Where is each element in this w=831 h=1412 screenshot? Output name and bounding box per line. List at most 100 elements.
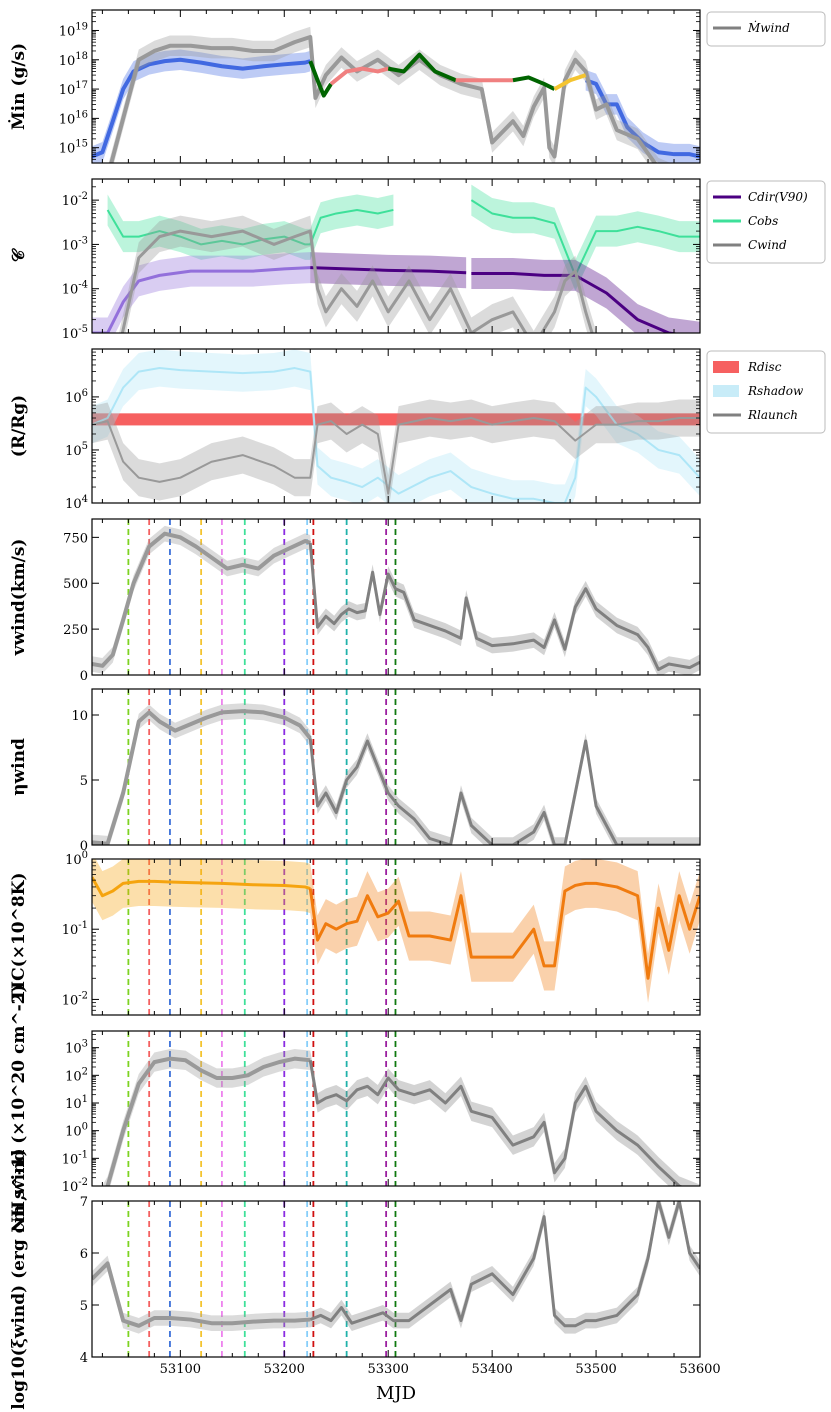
legend-label: Rlaunch bbox=[747, 408, 798, 422]
ylabel-vwind: vwind(km/s) bbox=[9, 539, 29, 657]
ytick-label: 0 bbox=[80, 839, 88, 854]
band-xi-xi-1 bbox=[310, 1201, 700, 1334]
ylabel-C: 𝒞 bbox=[9, 247, 29, 262]
series-C-Cdir-2 bbox=[92, 266, 311, 333]
ytick-label: 1016 bbox=[59, 109, 88, 127]
legend-swatch bbox=[713, 361, 739, 373]
legend-label: Ṁwind bbox=[747, 20, 790, 35]
legend-C: Cdir(V90) Cobs Cwind bbox=[706, 180, 826, 264]
ylabel-xi: log10(ξwind) (erg cm s^-1) bbox=[9, 1148, 29, 1409]
band-R-Rlaunch-1 bbox=[92, 399, 700, 503]
band-xi-xi-0 bbox=[92, 1255, 311, 1334]
ytick-label: 5 bbox=[80, 774, 88, 789]
axes-frame-xi bbox=[91, 1200, 701, 1358]
series-Mdot-Ṁin-0 bbox=[92, 57, 311, 159]
series-xi-xi-1 bbox=[309, 1201, 700, 1328]
xtick-label: 53500 bbox=[575, 1362, 616, 1377]
series-vwind-vwind-1 bbox=[308, 542, 700, 671]
panel-NH: 10-2 10-1 100 101 102 103 NH,wind (×10^20 cm^-… bbox=[9, 984, 701, 1233]
legend-box bbox=[706, 11, 826, 47]
ylabel-NH: NH,wind (×10^20 cm^-2) bbox=[9, 984, 29, 1232]
series-xi-xi-0 bbox=[92, 1261, 311, 1328]
ytick-label: 6 bbox=[80, 1247, 88, 1262]
panel-R: 104 105 106 (R/Rg) Rdisc Rshadow Rlaunch bbox=[9, 348, 826, 512]
series-R-Rshadow-0 bbox=[92, 367, 700, 503]
band-Mdot-Ṁwind-2 bbox=[108, 26, 671, 163]
legend-label: Rshadow bbox=[747, 384, 804, 398]
ylabel-eta: ηwind bbox=[9, 738, 29, 796]
ytick-label: 10-5 bbox=[62, 324, 88, 342]
band-vwind-vwind-1 bbox=[310, 535, 700, 675]
axes-frame-C bbox=[91, 178, 701, 334]
segment-2 bbox=[387, 52, 457, 83]
series-TIC-TIC-1 bbox=[308, 881, 700, 980]
band-NH-NH-0 bbox=[102, 1048, 311, 1186]
xtick-label: 53300 bbox=[368, 1362, 409, 1377]
legend-label: Rdisc bbox=[747, 360, 782, 374]
legend-label: Cobs bbox=[748, 214, 778, 228]
axes-frame-vwind bbox=[91, 518, 701, 676]
segment-0 bbox=[308, 60, 333, 98]
panel-TIC: 10-2 10-1 100 TIC(×10^8K) bbox=[9, 850, 701, 1016]
legend-R: Rdisc Rshadow Rlaunch bbox=[706, 350, 826, 434]
segment-4 bbox=[512, 75, 556, 91]
band-eta-eta-1 bbox=[310, 730, 700, 845]
xtick-label: 53600 bbox=[679, 1362, 720, 1377]
axes-frame-NH bbox=[91, 1030, 701, 1187]
plot-area-C bbox=[92, 184, 700, 333]
series-eta-eta-1 bbox=[308, 738, 700, 845]
axes-frame-Mdot bbox=[91, 9, 701, 164]
band-NH-NH-1 bbox=[310, 1050, 700, 1186]
ytick-label: 100 bbox=[65, 1122, 88, 1140]
ytick-label: 1019 bbox=[59, 21, 88, 39]
legend-swatch bbox=[713, 385, 739, 397]
series-vwind-vwind-0 bbox=[92, 531, 311, 668]
series-TIC-TIC-0 bbox=[92, 876, 311, 898]
plot-area-vwind bbox=[92, 519, 700, 675]
ytick-label: 102 bbox=[65, 1066, 88, 1084]
band-C-Cwind-5 bbox=[119, 215, 597, 333]
series-C-Cobs-1 bbox=[470, 199, 700, 277]
panel-C: 10-5 10-4 10-3 10-2 𝒞 Cdir(V90) Cobs Cwind bbox=[9, 178, 826, 342]
ytick-label: 106 bbox=[65, 388, 88, 406]
ytick-label: 750 bbox=[63, 531, 88, 546]
plot-area-TIC bbox=[92, 859, 700, 1015]
axes-frame-TIC bbox=[91, 858, 701, 1016]
ytick-label: 250 bbox=[63, 623, 88, 638]
series-eta-eta-0 bbox=[92, 709, 312, 845]
ytick-label: 10-1 bbox=[62, 1149, 88, 1167]
series-Mdot-Ṁin-1 bbox=[585, 78, 700, 159]
panel-xi: 4 5 6 7 log10(ξwind) (erg cm s^-1) 53100 53200… bbox=[9, 1148, 721, 1409]
ytick-label: 10-4 bbox=[62, 280, 88, 298]
xtick-label: 53200 bbox=[264, 1362, 305, 1377]
ylabel-TIC: TIC(×10^8K) bbox=[9, 873, 29, 1002]
ytick-label: 0 bbox=[80, 669, 88, 684]
ytick-label: 10-1 bbox=[62, 920, 88, 938]
ytick-label: 10 bbox=[71, 709, 88, 724]
ytick-label: 10-3 bbox=[62, 235, 88, 253]
xlabel: MJD bbox=[376, 1383, 416, 1404]
ytick-label: 10-2 bbox=[62, 1177, 88, 1195]
legend-Mdot: Ṁwind bbox=[706, 11, 826, 47]
ytick-label: 7 bbox=[80, 1195, 88, 1210]
xtick-label: 53400 bbox=[471, 1362, 512, 1377]
ylabel-Mdot: Ṁin (g/s) bbox=[8, 43, 29, 130]
band-C-Cdir-4 bbox=[471, 258, 700, 333]
band-C-Cobs-0 bbox=[107, 194, 394, 260]
ylabel-R: (R/Rg) bbox=[9, 395, 29, 457]
ytick-label: 103 bbox=[65, 1039, 88, 1057]
band-vwind-vwind-0 bbox=[92, 525, 311, 674]
band-Rdisc bbox=[92, 413, 700, 426]
ytick-label: 104 bbox=[65, 494, 88, 512]
legend-label: Cdir(V90) bbox=[748, 190, 808, 204]
series-C-Cdir-3 bbox=[310, 266, 467, 275]
series-NH-NH-1 bbox=[308, 1060, 684, 1186]
panel-vwind: 0 250 500 750 vwind(km/s) bbox=[9, 518, 701, 684]
panel-Mdot: 1015 1016 1017 1018 1019 Ṁin (g/s) Ṁwind bbox=[8, 9, 826, 164]
series-C-Cdir-4 bbox=[471, 272, 680, 333]
ytick-label: 105 bbox=[65, 441, 88, 459]
ytick-label: 500 bbox=[63, 577, 88, 592]
ytick-label: 100 bbox=[65, 850, 88, 868]
xtick-label: 53100 bbox=[160, 1362, 201, 1377]
